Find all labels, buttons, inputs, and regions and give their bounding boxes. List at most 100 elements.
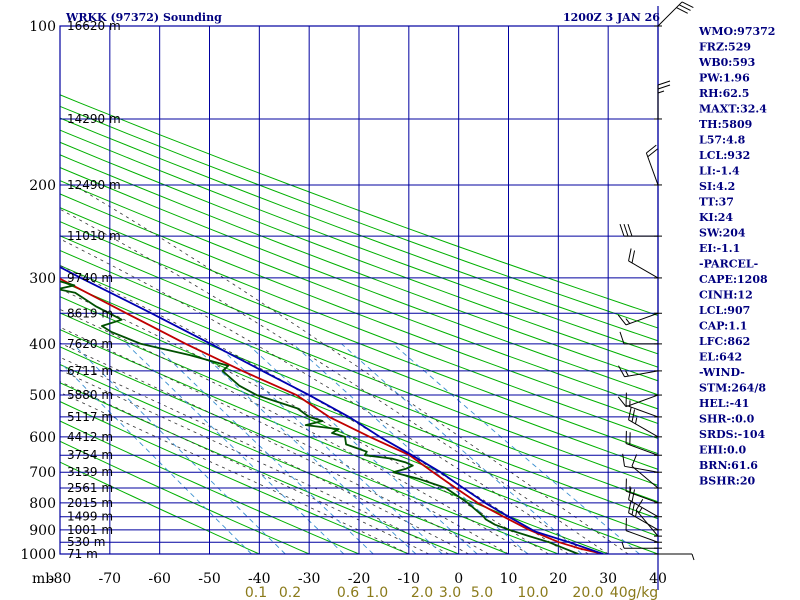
wind-barb-shaft <box>625 312 659 326</box>
wind-barb-half-flag <box>657 90 665 94</box>
wind-barb-half-flag <box>691 553 695 561</box>
station-title: WRKK (97372) Sounding <box>65 11 222 24</box>
height-label: 2561 m <box>67 481 113 495</box>
wind-barb-flag <box>619 223 625 237</box>
wind-barb-half-flag <box>625 318 631 324</box>
height-label: 4412 m <box>67 430 113 444</box>
index-entry: HEL:-41 <box>699 397 749 410</box>
index-entry: FRZ:529 <box>699 41 751 54</box>
wind-barb-flag <box>631 489 636 502</box>
wind-barb-flag <box>622 453 626 467</box>
index-entry: -WIND- <box>699 366 745 379</box>
wind-barb <box>645 144 662 186</box>
parcel-trace <box>60 266 604 554</box>
index-entry: CAPE:1208 <box>699 273 768 286</box>
height-label: 11010 m <box>67 229 121 243</box>
wind-barb-flag <box>617 396 627 407</box>
wind-barb-shaft <box>624 370 659 378</box>
index-entry: KI:24 <box>699 211 733 224</box>
wind-barb-half-flag <box>625 370 629 377</box>
pressure-units-label: mb <box>32 571 54 587</box>
height-label: 2015 m <box>67 496 113 510</box>
wind-barb-half-flag <box>634 417 638 424</box>
mixing-ratio-line <box>152 343 374 554</box>
index-entry: RH:62.5 <box>699 87 749 100</box>
height-label: 9740 m <box>67 271 113 285</box>
pressure-tick-label: 900 <box>29 523 56 539</box>
wind-barb-shaft <box>631 465 659 489</box>
wind-barb-flag <box>631 502 636 515</box>
temperature-trace <box>60 277 604 554</box>
wind-barb <box>628 248 662 279</box>
index-entry: CINH:12 <box>699 289 753 302</box>
height-label: 530 m <box>67 535 105 549</box>
wind-barb <box>617 394 662 408</box>
wind-barb-flag <box>618 365 625 378</box>
wind-barb-flag <box>681 1 694 9</box>
index-entry: LI:-1.4 <box>699 165 740 178</box>
wind-barb <box>631 454 662 489</box>
temperature-tick-label: 0 <box>454 571 463 587</box>
wind-barbs <box>617 1 695 561</box>
pressure-tick-label: 400 <box>29 337 56 353</box>
wind-barb-flag <box>635 499 644 511</box>
pressure-tick-label: 500 <box>29 388 56 404</box>
mixing-ratio-label: 1.0 <box>366 585 388 600</box>
index-entry: SHR-:0.0 <box>699 413 755 426</box>
mixing-ratio-label: 0.6 <box>337 585 359 600</box>
mixing-ratio-label: 0.2 <box>279 585 301 600</box>
mixing-ratio-line <box>126 343 345 554</box>
wind-barb <box>654 80 671 120</box>
temperature-tick-label: -40 <box>248 571 271 587</box>
wind-barb-shaft <box>625 443 659 456</box>
wind-barb-flag <box>678 4 691 11</box>
height-label: 5880 m <box>67 388 113 402</box>
height-label: 16620 m <box>67 19 121 33</box>
wind-barb-flag <box>657 80 671 86</box>
moist-adiabat-line <box>60 356 469 554</box>
wind-barb <box>654 1 694 27</box>
index-entry: TH:5809 <box>699 118 752 131</box>
wind-barb-flag <box>623 223 629 237</box>
wind-barb <box>654 553 695 561</box>
wind-barb-half-flag <box>634 510 638 517</box>
wind-barb-flag <box>631 409 636 422</box>
wind-barb <box>625 478 662 504</box>
wind-barb-flag <box>628 487 632 500</box>
temperature-tick-label: -60 <box>148 571 171 587</box>
wind-barb <box>625 430 662 456</box>
index-entry: PW:1.96 <box>699 72 750 85</box>
index-entry: L57:4.8 <box>699 134 746 147</box>
temperature-tick-label: -50 <box>198 571 221 587</box>
temperature-tick-label: 40 <box>649 571 667 587</box>
wind-barb-flag <box>631 250 636 264</box>
wind-barb-flag <box>657 84 671 90</box>
mixing-ratio-label: 5.0 <box>471 585 493 600</box>
wind-barb-half-flag <box>621 542 625 549</box>
index-entry: -PARCEL- <box>699 258 758 271</box>
index-entry: EI:-1.1 <box>699 242 740 255</box>
wind-barb-flag <box>628 407 632 420</box>
temperature-tick-label: -20 <box>348 571 371 587</box>
temperature-tick-label: 10 <box>500 571 518 587</box>
pressure-tick-label: 600 <box>29 430 56 446</box>
index-entry: CAP:1.1 <box>699 320 747 333</box>
height-label: 1001 m <box>67 523 113 537</box>
sounding-time: 1200Z 3 JAN 26 <box>563 11 660 24</box>
moist-adiabat-line <box>60 381 429 554</box>
height-label: 3139 m <box>67 465 113 479</box>
mixing-ratio-label: 10.0 <box>517 585 548 600</box>
wind-barb-flag <box>627 223 633 237</box>
index-entry: WB0:593 <box>698 56 755 69</box>
mixing-ratio-label: 20.0 <box>572 585 603 600</box>
index-entry: TT:37 <box>699 196 734 209</box>
stability-index-panel: WMO:97372 FRZ:529 WB0:593 PW:1.96 RH:62.5 MAX… <box>698 25 775 488</box>
wind-barb-flag <box>676 7 688 14</box>
wind-barb-shaft <box>628 499 659 518</box>
index-entry: STM:264/8 <box>699 382 766 395</box>
wind-barb-flag <box>646 144 657 154</box>
index-entry: SW:204 <box>699 227 746 240</box>
wind-barb <box>625 517 662 543</box>
temperature-tick-label: -80 <box>49 571 72 587</box>
wind-barb-shaft <box>625 394 659 408</box>
